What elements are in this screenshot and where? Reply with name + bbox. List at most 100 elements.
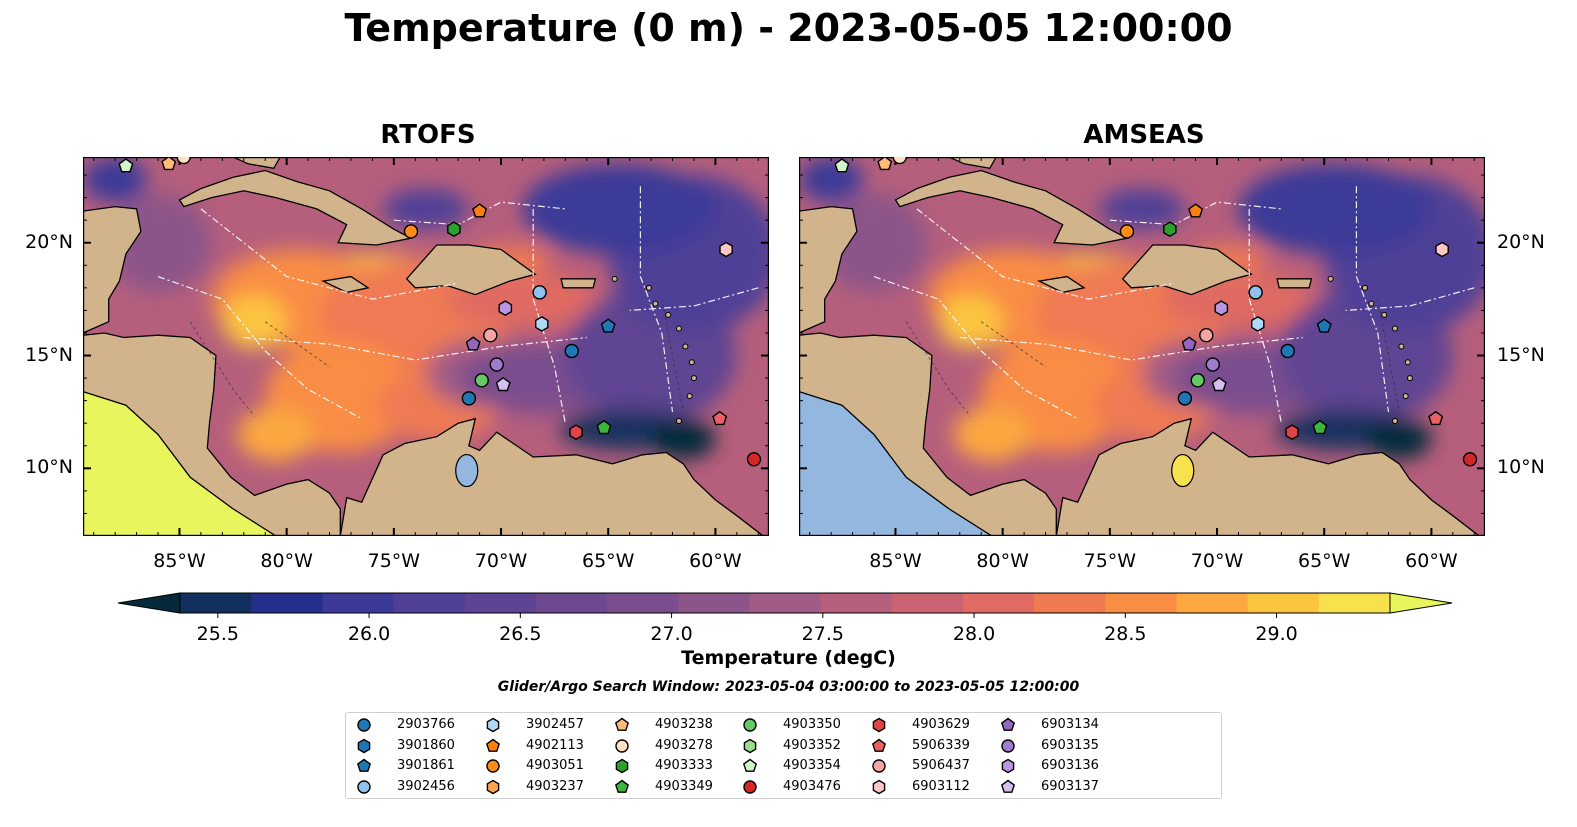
lake-maracaibo — [1171, 453, 1195, 488]
legend-marker-6903137 — [1000, 779, 1016, 793]
colorbar-tick-label: 29.0 — [1255, 623, 1297, 644]
float-marker-6903112 — [1435, 241, 1449, 258]
legend-marker-6903134 — [1000, 717, 1016, 731]
land-puerto-rico — [1276, 278, 1313, 289]
legend-label: 2903766 — [397, 717, 455, 732]
legend-label: 3901861 — [397, 758, 455, 773]
legend-label: 4902113 — [526, 737, 584, 753]
legend-label: 4903333 — [655, 758, 713, 773]
float-marker-3902457 — [1251, 316, 1265, 332]
lon-tick-label: 75°W — [1083, 550, 1137, 572]
land-hispaniola — [405, 244, 537, 296]
legend-marker-6903112 — [872, 779, 886, 794]
float-marker-3902457 — [535, 316, 549, 332]
lon-tick-label: 80°W — [976, 550, 1029, 572]
land-south-america — [1055, 417, 1485, 536]
float-marker-6903112 — [719, 241, 733, 258]
float-marker-5906339 — [712, 410, 728, 426]
land-florida — [232, 157, 281, 170]
legend-label: 4903476 — [783, 778, 841, 794]
legend-marker-4903350 — [743, 718, 757, 732]
lon-tick-label: 60°W — [689, 550, 742, 572]
lon-tick-label: 85°W — [869, 550, 922, 572]
float-marker-4903349 — [1312, 419, 1328, 435]
colorbar-tick-label: 27.5 — [802, 623, 844, 644]
legend-label: 4903629 — [912, 717, 970, 732]
float-marker-4902113 — [1188, 203, 1204, 218]
legend-marker-4903278 — [615, 738, 629, 753]
colorbar-tick-label: 26.5 — [499, 623, 541, 644]
float-marker-4903354 — [118, 158, 134, 173]
float-marker-4903629 — [1285, 424, 1299, 441]
legend-marker-3901861 — [356, 758, 372, 772]
legend-marker-3902456 — [357, 779, 371, 794]
float-marker-3902456 — [1248, 285, 1263, 300]
legend-marker-2903766 — [357, 718, 371, 732]
float-marker-6903137 — [495, 376, 511, 392]
colorbar-tick-label: 26.0 — [348, 623, 390, 644]
lat-tick-label: 20°N — [25, 230, 73, 253]
land-hispaniola — [1121, 244, 1253, 296]
float-marker-4903051 — [403, 224, 419, 239]
legend-label: 5906339 — [912, 737, 970, 753]
float-marker-6903134 — [465, 336, 481, 351]
lon-tick-label: 60°W — [1405, 550, 1458, 572]
legend-label: 4903051 — [526, 758, 584, 773]
colorbar: 25.5 26.0 26.5 27.0 27.5 28.0 28.5 29.0 — [117, 592, 1453, 644]
float-marker-6903134 — [1181, 336, 1197, 351]
land-central-america — [799, 332, 1057, 536]
amseas-map — [799, 157, 1485, 536]
float-marker-4903354 — [834, 158, 850, 173]
float-marker-4903629 — [569, 424, 583, 441]
land-jamaica — [320, 275, 370, 294]
legend-label: 4903352 — [783, 737, 841, 753]
float-marker-6903137 — [1211, 376, 1227, 392]
float-marker-6903135 — [489, 357, 504, 372]
lon-tick-label: 70°W — [1190, 550, 1244, 572]
legend-label: 6903137 — [1041, 778, 1099, 794]
float-marker-4903278 — [176, 157, 191, 165]
land-yucatan — [83, 205, 142, 334]
land-jamaica — [1036, 275, 1086, 294]
legend-label: 6903135 — [1041, 737, 1099, 753]
lon-tick-label: 70°W — [474, 550, 528, 572]
figure-title: Temperature (0 m) - 2023-05-05 12:00:00 — [344, 6, 1233, 50]
lon-tick-label: 85°W — [153, 550, 206, 572]
float-marker-5906339 — [1428, 410, 1444, 426]
float-legend: 2903766 3901860 3901861 3902456 3902457 49021… — [345, 712, 1222, 799]
legend-marker-4903476 — [743, 779, 757, 794]
legend-label: 4903350 — [783, 717, 841, 732]
land-puerto-rico — [560, 278, 597, 289]
land-florida — [948, 157, 997, 170]
legend-label: 3901860 — [397, 737, 455, 753]
legend-label: 4903349 — [655, 778, 713, 794]
float-marker-5906437 — [483, 328, 498, 343]
float-marker-4903333 — [1163, 221, 1177, 238]
legend-marker-3902457 — [486, 717, 500, 733]
rtofs-map — [83, 157, 769, 536]
land-central-america — [83, 332, 341, 536]
land-south-america — [339, 417, 769, 536]
lat-tick-label: 15°N — [25, 343, 73, 366]
float-marker-4903238 — [877, 157, 893, 171]
legend-label: 6903134 — [1041, 717, 1099, 732]
colorbar-tick-label: 27.0 — [650, 623, 692, 644]
float-marker-4903350 — [474, 373, 489, 388]
legend-marker-4903333 — [615, 758, 629, 774]
float-marker-6903136 — [1214, 300, 1229, 317]
legend-marker-4903051 — [486, 759, 500, 773]
float-marker-2903766 — [1177, 391, 1193, 406]
legend-label: 3902456 — [397, 778, 455, 794]
float-marker-4903350 — [1190, 373, 1205, 388]
amseas-panel-title: AMSEAS — [1083, 120, 1205, 150]
lake-maracaibo — [455, 453, 479, 488]
legend-marker-4903238 — [614, 717, 630, 731]
lon-tick-label: 65°W — [581, 550, 635, 572]
float-marker-4903333 — [447, 221, 461, 238]
rtofs-panel-title: RTOFS — [380, 120, 476, 150]
legend-label: 4903354 — [783, 758, 841, 773]
float-marker-5906437 — [1199, 328, 1214, 343]
legend-marker-6903135 — [1001, 738, 1015, 753]
search-window-caption: Glider/Argo Search Window: 2023-05-04 03… — [497, 679, 1080, 695]
float-marker-6903136 — [498, 300, 513, 317]
